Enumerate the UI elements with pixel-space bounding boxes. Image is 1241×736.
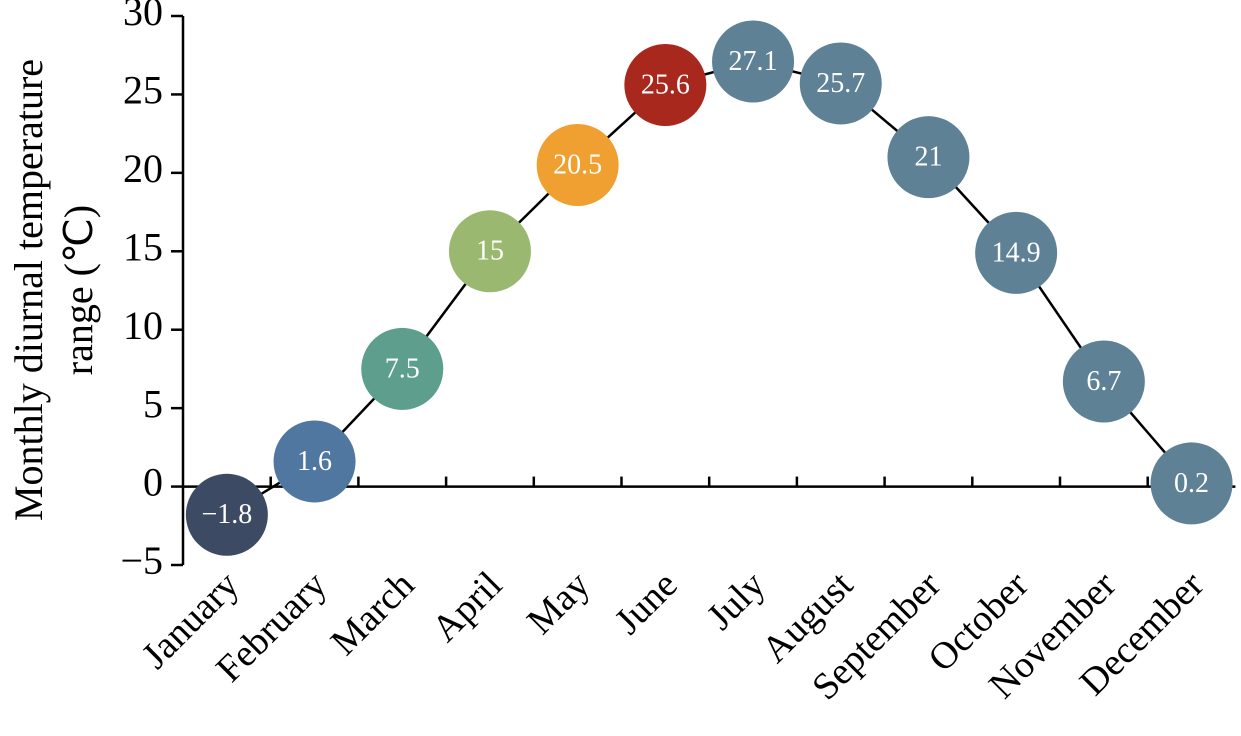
y-axis-label: range (℃)	[56, 205, 101, 375]
point	[448, 210, 531, 293]
y-tick-label: 20	[123, 146, 163, 191]
data-label: 21	[914, 142, 942, 173]
point	[624, 44, 707, 127]
x-tick-label: March	[323, 564, 423, 664]
point	[975, 211, 1058, 294]
data-label: 27.1	[729, 46, 778, 77]
point	[1062, 340, 1145, 423]
point	[799, 42, 882, 125]
y-tick-label: 30	[123, 0, 163, 34]
point	[1150, 442, 1233, 525]
y-tick-label: 5	[143, 381, 163, 426]
y-tick-label: 0	[143, 460, 163, 505]
y-tick-label: −5	[120, 538, 163, 583]
line	[226, 60, 1193, 516]
data-label: 14.9	[992, 237, 1041, 268]
point	[712, 20, 795, 103]
y-tick-label: 10	[123, 303, 163, 348]
data-label: 20.5	[553, 149, 602, 180]
data-label: 0.2	[1174, 468, 1209, 499]
data-label: 6.7	[1086, 366, 1121, 397]
data-label: 1.6	[297, 446, 332, 477]
point	[185, 473, 268, 556]
data-label: 15	[476, 236, 504, 267]
x-tick-label: April	[424, 564, 510, 650]
y-tick-label: 25	[123, 68, 163, 113]
data-label: 25.6	[641, 69, 690, 100]
y-axis-label: Monthly diurnal temperature	[6, 59, 51, 521]
point	[536, 124, 619, 207]
point	[361, 327, 444, 410]
x-tick-label: June	[607, 564, 686, 643]
y-tick-label: 15	[123, 224, 163, 269]
point	[273, 420, 356, 503]
data-label: 7.5	[385, 353, 420, 384]
point	[887, 116, 970, 199]
data-label: 25.7	[816, 68, 865, 99]
x-tick-label: May	[519, 564, 598, 643]
x-tick-label: July	[699, 564, 774, 639]
data-label: −1.8	[201, 499, 252, 530]
